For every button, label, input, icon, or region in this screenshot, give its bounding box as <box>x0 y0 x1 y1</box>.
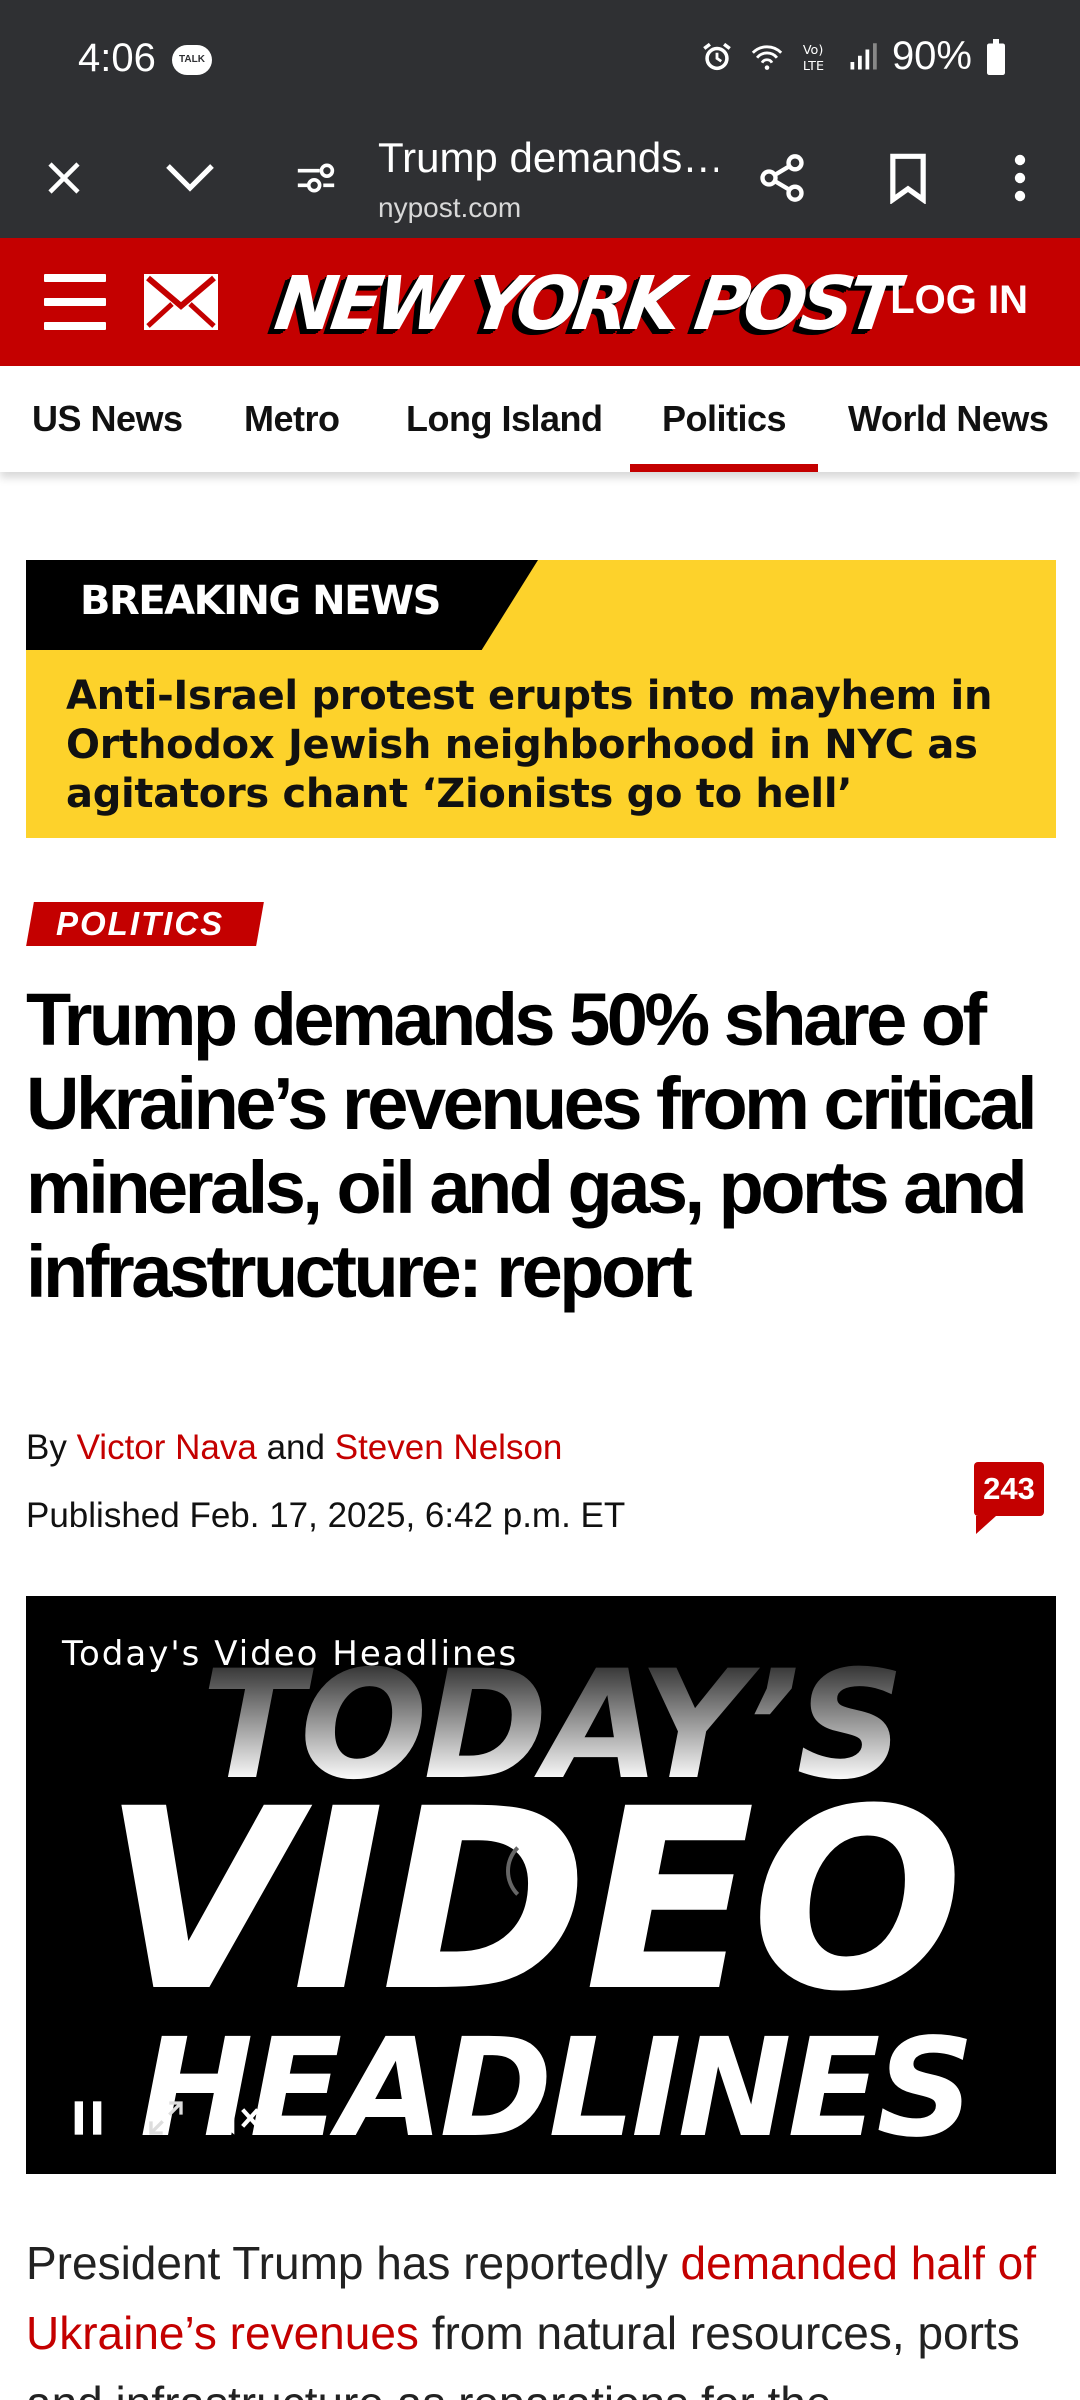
breaking-label-background <box>26 560 538 650</box>
site-logo-text: NEW YORK POST <box>269 261 899 347</box>
breaking-news-banner[interactable]: BREAKING NEWS Anti-Israel protest erupts… <box>26 560 1056 838</box>
nav-item-metro[interactable]: Metro <box>244 398 340 439</box>
menu-icon[interactable] <box>44 274 106 330</box>
battery-percent: 90% <box>891 34 972 78</box>
volume-muted-icon <box>214 2101 260 2135</box>
video-frame-text: TODAY’S <box>36 1646 1056 1806</box>
share-button[interactable] <box>732 118 832 238</box>
section-tag[interactable]: POLITICS <box>56 905 225 942</box>
share-icon <box>760 154 804 202</box>
status-bar: 4:06 TALK Vo) LTE 90% <box>0 0 1080 118</box>
author-link[interactable]: Steven Nelson <box>334 1428 563 1467</box>
article-text: President Trump has reportedly <box>26 2237 681 2289</box>
author-link[interactable]: Victor Nava <box>76 1428 257 1467</box>
pause-button[interactable] <box>66 2096 110 2140</box>
pause-icon <box>74 2101 102 2135</box>
close-tab-button[interactable] <box>14 118 114 238</box>
byline: By Victor Nava and Steven Nelson <box>26 1428 562 1468</box>
more-vert-icon <box>1014 154 1026 202</box>
fullscreen-button[interactable] <box>140 2092 192 2144</box>
loading-spinner-icon <box>506 1836 576 1906</box>
bookmark-button[interactable] <box>858 118 958 238</box>
battery-icon <box>987 38 1005 75</box>
wifi-calling-icon <box>751 44 783 70</box>
browser-toolbar: Trump demands… nypost.com <box>0 118 1080 238</box>
breaking-news-headline[interactable]: Anti-Israel protest erupts into mayhem i… <box>66 673 993 817</box>
alarm-icon <box>703 42 731 70</box>
newsletter-mail-icon[interactable] <box>144 274 218 330</box>
section-nav: US News Metro Long Island Politics World… <box>0 366 1080 472</box>
talk-notification-icon: TALK <box>172 45 212 75</box>
nav-item-world-news[interactable]: World News <box>848 398 1049 439</box>
mute-button[interactable] <box>206 2092 266 2144</box>
video-title: Today's Video Headlines <box>62 1634 519 1674</box>
volte-icon: Vo)LTE <box>803 43 824 74</box>
page-info-icon <box>297 163 335 193</box>
video-player[interactable]: Today's Video Headlines TODAY’S VIDEO HE… <box>26 1596 1056 2174</box>
close-icon <box>48 162 80 194</box>
nav-item-politics[interactable]: Politics <box>629 366 819 472</box>
publish-date: Published Feb. 17, 2025, 6:42 p.m. ET <box>26 1496 626 1535</box>
nav-item-us-news[interactable]: US News <box>32 398 183 439</box>
signal-icon <box>850 42 877 69</box>
site-header: NEW YORK POST LOG IN <box>0 238 1080 366</box>
status-time: 4:06 <box>78 36 156 80</box>
article-link[interactable]: demanded half of Ukraine’s revenues <box>26 2237 1037 2359</box>
comments-count-button[interactable]: 243 <box>974 1462 1044 1534</box>
byline-by: By <box>26 1428 67 1467</box>
minimize-button[interactable] <box>140 118 240 238</box>
status-indicators: Vo) LTE 90% <box>700 34 1006 79</box>
tab-domain[interactable]: nypost.com <box>378 192 522 223</box>
byline-and: and <box>266 1428 325 1467</box>
tab-title[interactable]: Trump demands… <box>378 134 718 181</box>
article-headline: Trump demands 50% share of Ukraine’s rev… <box>26 978 1038 1313</box>
bookmark-icon <box>890 153 926 204</box>
svg-text:Vo): Vo) <box>803 43 824 58</box>
more-options-button[interactable] <box>970 118 1070 238</box>
article-body: President Trump has reportedly demanded … <box>26 2228 1056 2400</box>
svg-text:LTE: LTE <box>803 58 824 73</box>
site-logo[interactable]: NEW YORK POST <box>270 258 899 350</box>
login-button[interactable]: LOG IN <box>890 278 1028 322</box>
page-info-button[interactable] <box>266 118 366 238</box>
nav-item-long-island[interactable]: Long Island <box>406 398 603 439</box>
article-text: from natural resources, ports and infras… <box>26 2307 1020 2400</box>
video-frame-text: HEADLINES <box>139 2010 975 2168</box>
chevron-down-icon <box>166 164 214 192</box>
expand-icon <box>149 2101 183 2135</box>
breaking-news-label: BREAKING NEWS <box>80 578 441 624</box>
